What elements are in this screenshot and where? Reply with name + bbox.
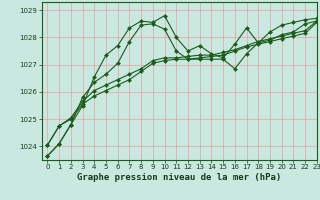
X-axis label: Graphe pression niveau de la mer (hPa): Graphe pression niveau de la mer (hPa) (77, 173, 281, 182)
